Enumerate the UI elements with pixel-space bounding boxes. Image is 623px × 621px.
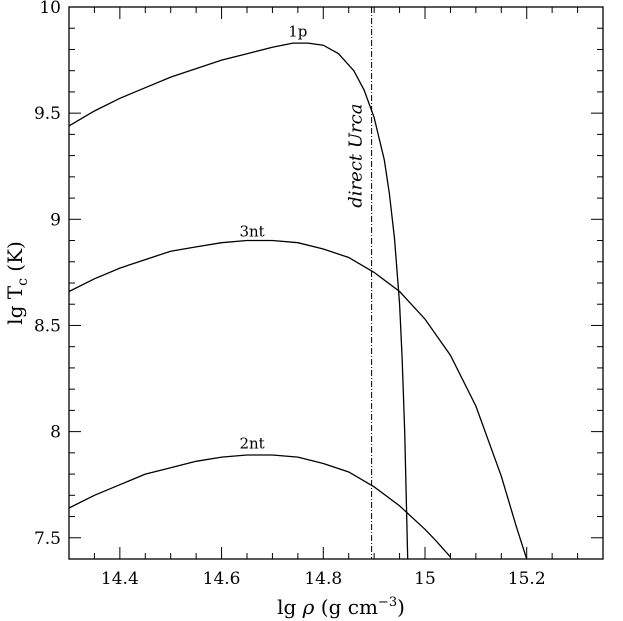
y-tick-label: 8: [50, 423, 61, 443]
ticks-layer: [68, 6, 604, 560]
frame-layer: [68, 6, 604, 560]
y-tick-label: 9: [50, 210, 61, 230]
x-axis-label: lg ρ (g cm−3): [277, 595, 405, 619]
y-axis-label: lg Tc (K): [3, 241, 31, 325]
y-tick-label: 8.5: [34, 316, 61, 336]
y-tick-label: 10: [39, 0, 61, 18]
x-tick-label: 15.2: [508, 569, 546, 589]
y-tick-label: 9.5: [34, 104, 61, 124]
direct-urca-label: direct Urca: [346, 104, 367, 208]
labels-layer: 1p 3nt 2nt direct Urca lg ρ (g cm−3) lg Tc (K…: [3, 23, 405, 619]
x-tick-label: 14.8: [304, 569, 342, 589]
curve-3nt: [69, 239, 528, 559]
curve-1p: [69, 42, 409, 559]
curve-label-3nt: 3nt: [239, 222, 264, 240]
curve-2nt: [69, 454, 451, 558]
plot-frame: [68, 6, 604, 560]
curve-label-2nt: 2nt: [239, 435, 264, 453]
x-tick-label: 14.4: [101, 569, 139, 589]
y-tick-label: 7.5: [34, 529, 61, 549]
x-tick-label: 14.6: [203, 569, 241, 589]
curve-label-1p: 1p: [288, 23, 307, 41]
x-tick-label: 15: [414, 569, 436, 589]
curves-layer: [69, 42, 528, 559]
tick-labels-layer: 14.4 14.6 14.8 15 15.2 7.5 8 8.5 9 9.5 10: [34, 0, 546, 589]
